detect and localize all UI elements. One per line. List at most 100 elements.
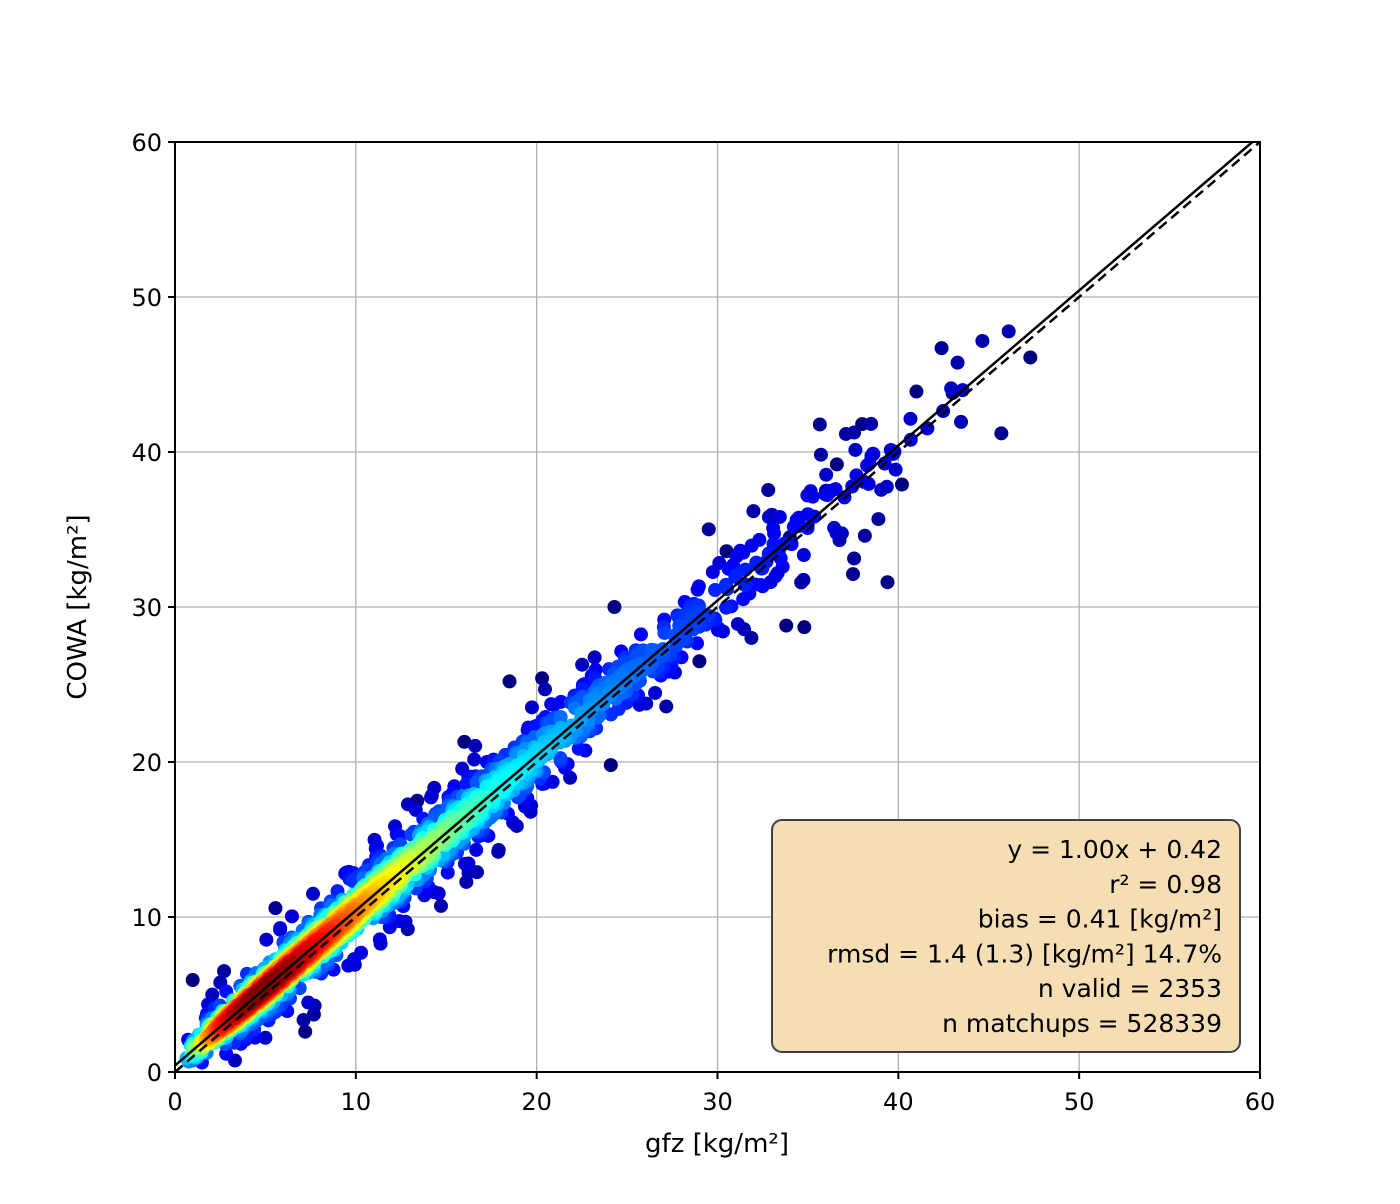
scatter-point (779, 618, 794, 633)
scatter-point (829, 457, 844, 472)
x-tick-label: 60 (1245, 1088, 1276, 1116)
y-axis-label: COWA [kg/m²] (63, 514, 93, 699)
scatter-point (604, 707, 619, 722)
x-tick-label: 50 (1064, 1088, 1095, 1116)
scatter-point (954, 414, 969, 429)
y-tick-label: 30 (131, 594, 162, 622)
x-tick-label: 10 (341, 1088, 372, 1116)
stats-line: n matchups = 528339 (942, 1009, 1222, 1038)
scatter-point (675, 619, 690, 634)
x-axis-label: gfz [kg/m²] (645, 1129, 789, 1159)
stats-line: r² = 0.98 (1109, 870, 1222, 899)
scatter-point (761, 483, 776, 498)
stats-box: y = 1.00x + 0.42 r² = 0.98 bias = 0.41 [kg… (771, 819, 1241, 1053)
scatter-point (433, 898, 448, 913)
scatter-point (692, 654, 707, 669)
scatter-point (936, 404, 951, 419)
scatter-point (736, 592, 751, 607)
scatter-point (894, 477, 909, 492)
scatter-point (273, 922, 288, 937)
scatter-point (491, 843, 506, 858)
scatter-point (468, 738, 483, 753)
scatter-point (796, 548, 811, 563)
scatter-point (746, 504, 761, 519)
scatter-point (736, 545, 751, 560)
scatter-point (457, 734, 472, 749)
scatter-point (857, 528, 872, 543)
fit-lines (175, 142, 1260, 1072)
scatter-point (424, 790, 439, 805)
scatter-point (796, 572, 811, 587)
scatter-point (459, 777, 474, 792)
scatter-point (607, 600, 622, 614)
scatter-point (792, 518, 807, 533)
x-tick-label: 0 (167, 1088, 182, 1116)
scatter-point (537, 682, 552, 697)
scatter-point (633, 627, 648, 642)
tick-labels: 0 10 20 30 40 50 60 0 10 20 30 40 50 60 (131, 129, 1275, 1116)
scatter-point (587, 650, 602, 665)
scatter-point (720, 582, 735, 597)
scatter-point (880, 575, 895, 590)
scatter-point (535, 671, 550, 686)
x-tick-label: 30 (702, 1088, 733, 1116)
scatter-point (944, 381, 959, 396)
scatter-point (685, 611, 700, 626)
scatter-point (372, 932, 387, 947)
stats-line: y = 1.00x + 0.42 (1007, 835, 1222, 864)
scatter-point (994, 426, 1009, 441)
scatter-point (1001, 324, 1016, 339)
scatter-point (819, 467, 834, 482)
scatter-point (874, 482, 889, 497)
regression-line (175, 142, 1255, 1067)
scatter-point (603, 758, 618, 773)
scatter-point (888, 462, 903, 477)
scatter-point (284, 909, 299, 924)
scatter-point (258, 1030, 273, 1045)
scatter-point (813, 447, 828, 462)
scatter-point (934, 341, 949, 356)
scatter-point (301, 995, 316, 1010)
scatter-point (553, 751, 568, 766)
scatter-point (975, 333, 990, 348)
scatter-point (761, 510, 776, 525)
scatter-point (903, 411, 918, 426)
y-tick-label: 60 (131, 129, 162, 157)
scatter-point (457, 856, 472, 871)
scatter-point (848, 442, 863, 457)
x-tick-label: 20 (521, 1088, 552, 1116)
scatter-point (749, 555, 764, 570)
scatter-point (440, 865, 455, 880)
scatter-point (296, 1012, 311, 1027)
scatter-point (185, 973, 200, 988)
scatter-point (469, 842, 484, 857)
y-tick-label: 0 (147, 1059, 162, 1087)
scatter-point (860, 458, 875, 473)
scatter-point (571, 741, 586, 756)
scatter-point (728, 569, 743, 584)
scatter-point (467, 752, 482, 767)
scatter-point (730, 617, 745, 632)
scatter-point (259, 932, 274, 947)
scatter-point (950, 355, 965, 370)
scatter-point (772, 509, 787, 524)
scatter-point (820, 488, 835, 503)
identity-line (175, 142, 1260, 1072)
scatter-point (871, 512, 886, 527)
y-tick-label: 50 (131, 284, 162, 312)
y-tick-label: 40 (131, 439, 162, 467)
scatter-point (524, 700, 539, 715)
scatter-point (298, 1024, 313, 1039)
scatter-point (575, 657, 590, 672)
y-tick-label: 20 (131, 749, 162, 777)
scatter-point (708, 583, 723, 598)
scatter-point (827, 520, 842, 535)
scatter-point (705, 565, 720, 580)
scatter-point (306, 886, 321, 901)
scatter-point (268, 901, 283, 916)
axis-ticks (168, 141, 1261, 1079)
scatter-point (1023, 350, 1038, 365)
stats-line: bias = 0.41 [kg/m²] (978, 905, 1222, 934)
